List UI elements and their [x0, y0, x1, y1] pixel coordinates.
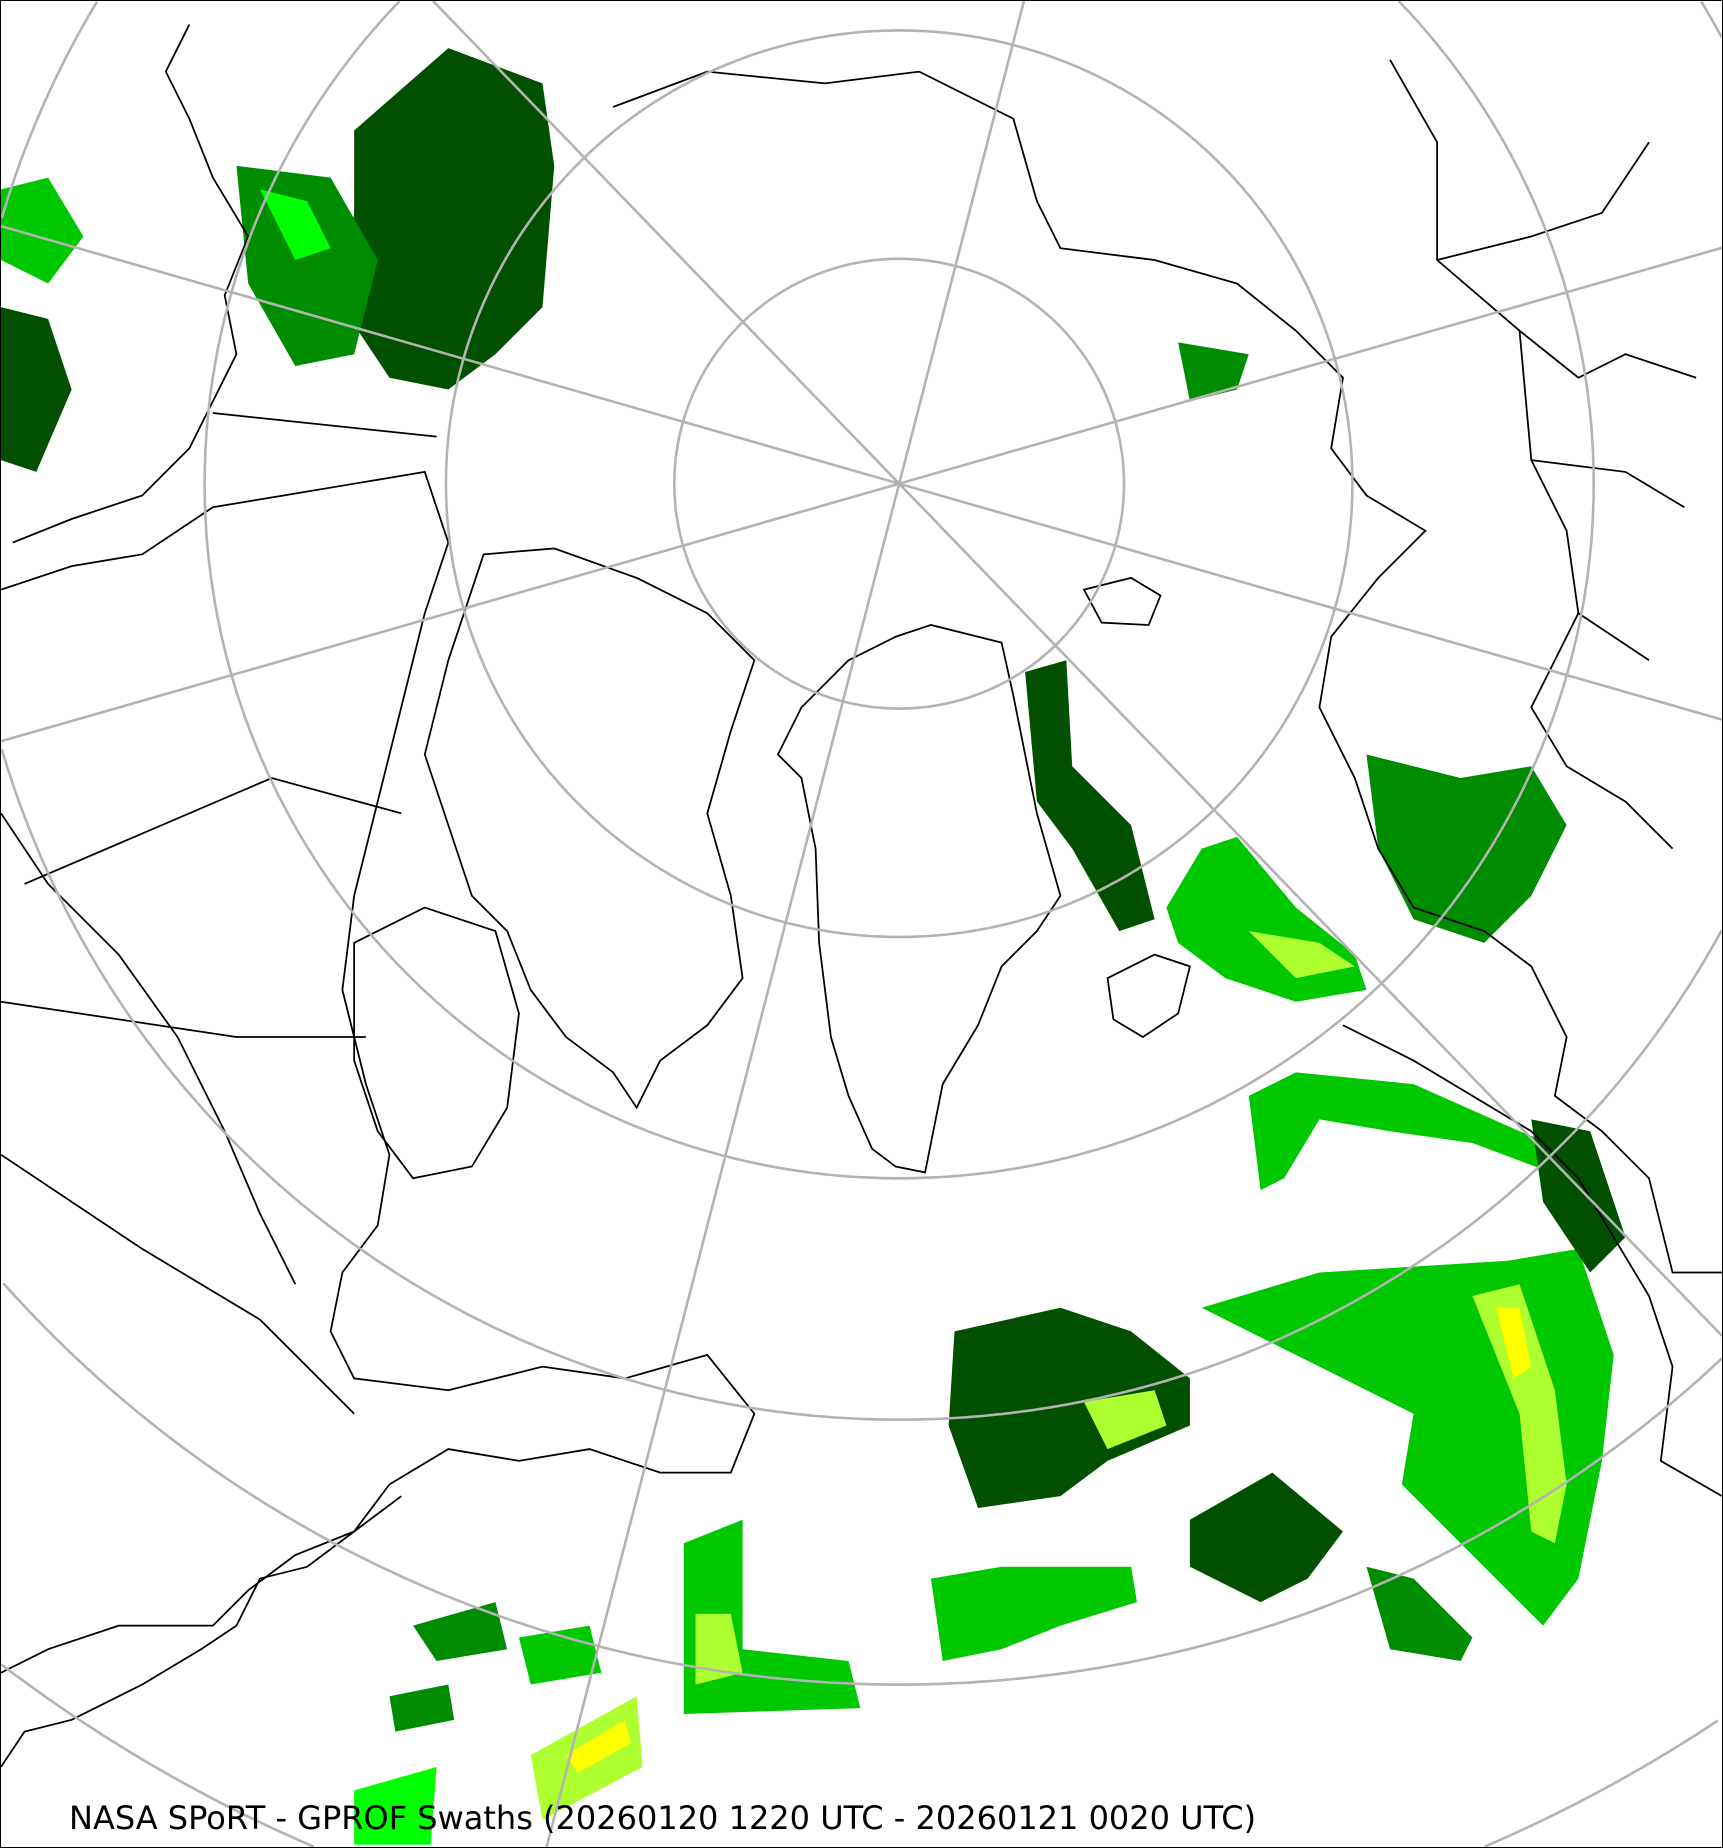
- precipitation-swath: [1472, 1284, 1567, 1544]
- map-caption: NASA SPoRT - GPROF Swaths (20260120 1220…: [69, 1799, 1257, 1837]
- precipitation-swath: [259, 189, 331, 261]
- precipitation-swath: [1166, 836, 1367, 1002]
- alaska-coastline: [12, 24, 250, 544]
- latitude-circle: [673, 257, 1126, 710]
- precipitation-swath: [695, 1613, 743, 1685]
- meridian-line: [545, 483, 901, 1847]
- precipitation-swath: [1495, 1307, 1532, 1379]
- canadian-arctic-coastline: [423, 547, 756, 1110]
- precipitation-swath: [948, 1307, 1190, 1508]
- north-america-coastline: [1, 470, 756, 1674]
- latitude-circle: [1, 1, 1722, 1421]
- latitude-circle: [203, 1, 1595, 1180]
- precipitation-swath: [1, 177, 84, 284]
- precipitation-swath: [342, 48, 555, 390]
- british-isles-coastline: [1106, 953, 1191, 1039]
- precipitation-swath: [1531, 1119, 1626, 1273]
- meridian-line: [1, 482, 900, 743]
- precipitation-swath: [354, 1766, 437, 1845]
- precipitation-swath: [930, 1566, 1137, 1661]
- precipitation-swaths: [1, 48, 1626, 1845]
- mediterranean-coastline: [1342, 1024, 1722, 1497]
- hudson-bay-coastline: [353, 906, 520, 1180]
- precipitation-swath: [1, 307, 72, 472]
- precipitation-swath: [1083, 1390, 1167, 1450]
- eastern-us-coastline: [1, 1495, 402, 1768]
- precipitation-swath: [1025, 660, 1155, 932]
- latitude-circle: [444, 29, 1354, 939]
- precipitation-swath: [566, 1719, 631, 1773]
- meridian-line: [432, 1, 901, 485]
- iceland-coastline: [1082, 576, 1162, 626]
- precipitation-swath: [1366, 754, 1567, 943]
- precipitation-swath: [389, 1684, 455, 1732]
- us-canada-borders: [1, 412, 437, 1415]
- meridian-line: [898, 482, 1722, 721]
- precipitation-swath: [1189, 1472, 1343, 1603]
- meridian-line: [898, 482, 1722, 1337]
- precipitation-swath: [236, 165, 378, 366]
- latitude-circle: [2, 1282, 1722, 1686]
- precipitation-swath: [413, 1602, 508, 1661]
- latitude-circle: [1, 1663, 1719, 1847]
- meridian-line: [897, 1, 1026, 485]
- precipitation-swath: [1248, 931, 1355, 979]
- eurasia-coastline: [612, 70, 1722, 1274]
- precipitation-swath: [1178, 342, 1249, 402]
- precipitation-swath: [1366, 1566, 1473, 1661]
- precipitation-swath: [1248, 1072, 1579, 1191]
- meridian-line: [1, 224, 900, 485]
- europe-borders: [1389, 59, 1697, 850]
- meridian-line: [898, 246, 1722, 485]
